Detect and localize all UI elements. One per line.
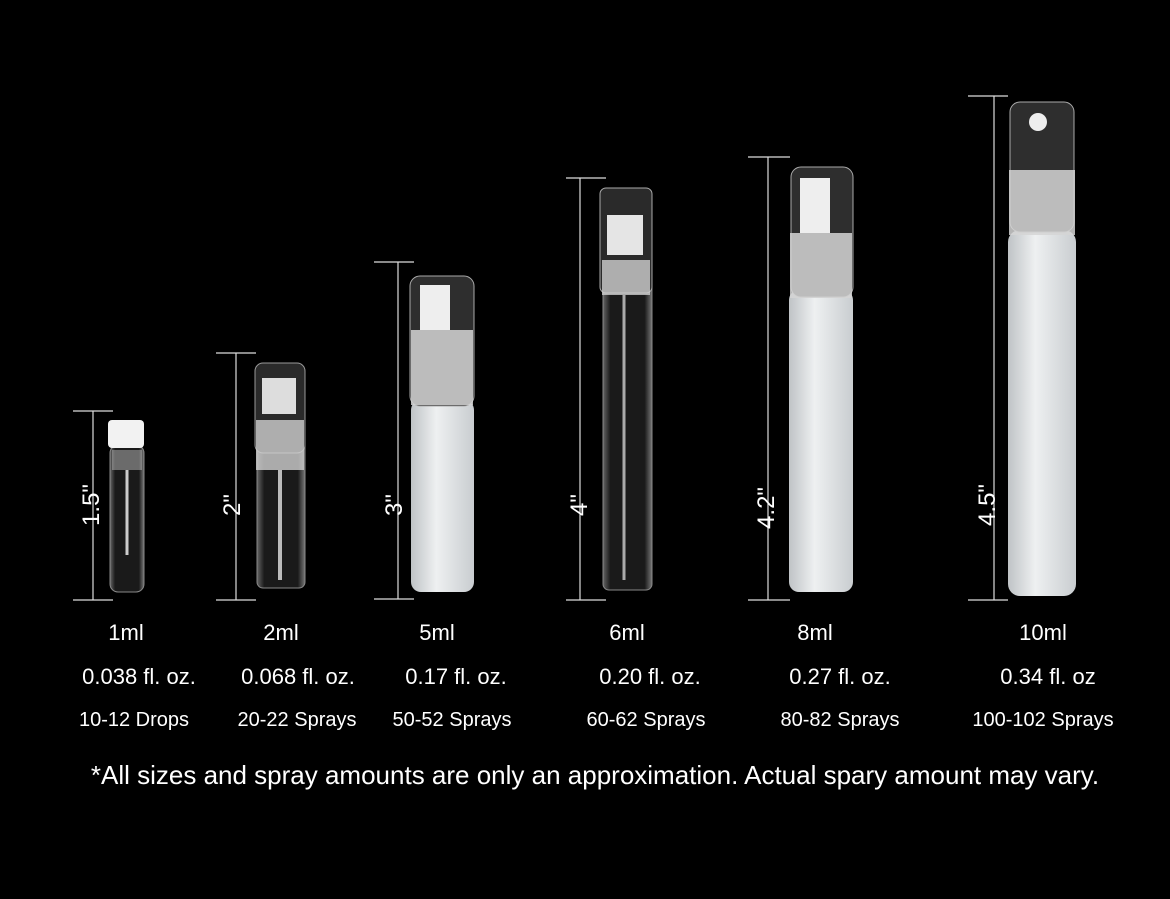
volume-label: 1ml (108, 620, 144, 645)
dimension-lines (73, 95, 1008, 601)
disclaimer-footnote: *All sizes and spray amounts are only an… (90, 760, 1100, 790)
floz-label: 0.038 fl. oz. (82, 664, 196, 689)
bottle-6ml (599, 187, 653, 591)
floz-label: 0.20 fl. oz. (599, 664, 701, 689)
amount-label: 50-52 Sprays (392, 709, 512, 731)
volume-label: 10ml (1019, 620, 1067, 645)
bottle-5ml (409, 275, 475, 592)
height-label-5: 4.2" (753, 487, 780, 529)
bottle-8ml (789, 166, 854, 592)
volume-label: 6ml (609, 620, 645, 645)
floz-label: 0.068 fl. oz. (241, 664, 355, 689)
height-label-1: 1.5" (78, 484, 105, 526)
floz-label: 0.34 fl. oz (1000, 664, 1096, 689)
bottle-1ml (108, 420, 145, 593)
volume-label: 8ml (797, 620, 833, 645)
height-label-6: 4.5" (974, 484, 1001, 526)
height-label-4: 4" (566, 494, 593, 516)
amount-label: 80-82 Sprays (780, 709, 900, 731)
amount-label: 10-12 Drops (78, 709, 190, 731)
volume-label: 2ml (263, 620, 299, 645)
height-label-2: 2" (219, 494, 246, 516)
height-label-3: 3" (381, 494, 408, 516)
floz-label: 0.27 fl. oz. (789, 664, 891, 689)
floz-label: 0.17 fl. oz. (405, 664, 507, 689)
amount-label: 100-102 Sprays (972, 709, 1114, 731)
volume-label: 5ml (419, 620, 455, 645)
amount-label: 60-62 Sprays (586, 709, 706, 731)
bottle-2ml (254, 362, 306, 589)
amount-label: 20-22 Sprays (237, 709, 357, 731)
bottle-10ml (1008, 101, 1076, 596)
